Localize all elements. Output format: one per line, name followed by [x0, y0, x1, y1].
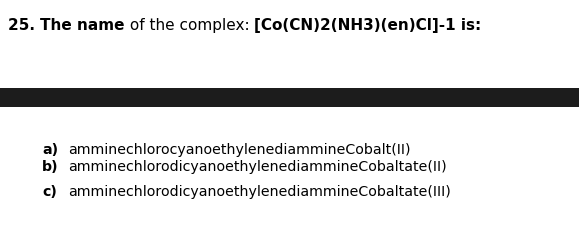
Bar: [0, 88, 579, 107]
Text: [Co(CN)2(NH3)(en)Cl]-1 is:: [Co(CN)2(NH3)(en)Cl]-1 is:: [254, 18, 482, 33]
Text: of the complex:: of the complex:: [124, 18, 254, 33]
Text: amminechlorodicyanoethylenediammineCobaltate(III): amminechlorodicyanoethylenediammineCobal…: [68, 185, 450, 199]
Text: b): b): [42, 160, 58, 174]
Text: The name: The name: [41, 18, 124, 33]
Text: c): c): [42, 185, 57, 199]
Text: amminechlorodicyanoethylenediammineCobaltate(II): amminechlorodicyanoethylenediammineCobal…: [68, 160, 446, 174]
Text: amminechlorocyanoethylenediammineCobalt(II): amminechlorocyanoethylenediammineCobalt(…: [68, 143, 411, 157]
Text: 25.: 25.: [8, 18, 41, 33]
Text: a): a): [42, 143, 58, 157]
